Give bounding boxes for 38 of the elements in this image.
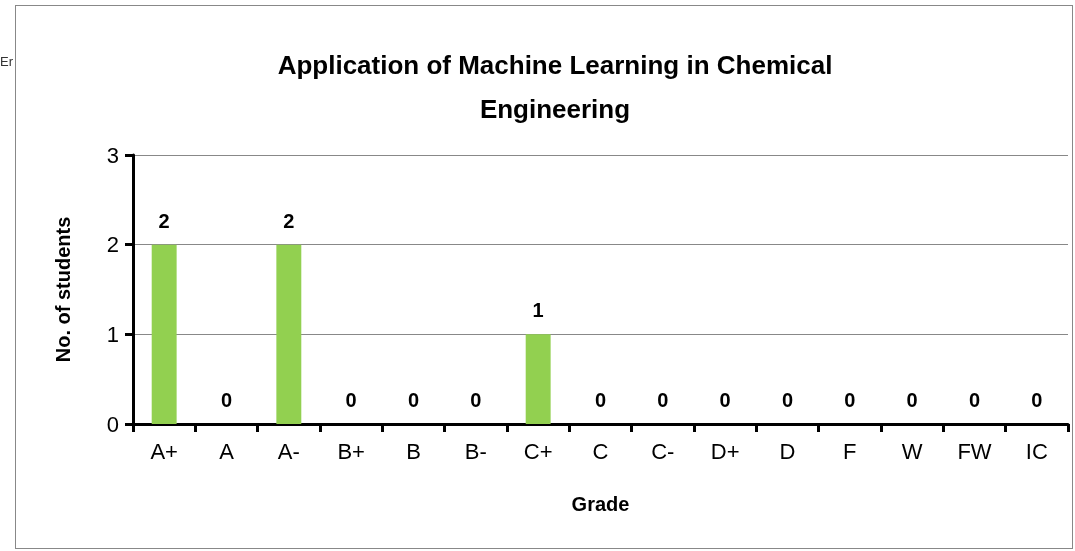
x-tick-label: C+ xyxy=(523,438,553,464)
data-label: 0 xyxy=(657,389,669,411)
x-tick-label: A- xyxy=(277,438,300,464)
data-label: 0 xyxy=(470,389,482,411)
x-tick-label: D+ xyxy=(710,438,740,464)
data-label: 0 xyxy=(781,389,794,411)
y-axis-title: No. of students xyxy=(52,216,74,363)
data-label: 0 xyxy=(220,389,233,411)
x-tick-label: B- xyxy=(464,438,487,464)
y-tick-label: 1 xyxy=(106,321,119,347)
x-tick-label: A+ xyxy=(150,438,178,464)
data-label: 0 xyxy=(844,389,856,411)
x-tick-label: W xyxy=(901,438,923,464)
y-tick-label: 3 xyxy=(106,142,119,168)
x-tick-label: A xyxy=(219,438,235,464)
x-tick-label: D xyxy=(779,438,796,464)
data-label: 2 xyxy=(283,209,295,232)
x-tick-label: C- xyxy=(651,438,675,464)
x-tick-label: B+ xyxy=(337,438,365,464)
chart-title: Application of Machine Learning in Chemical Engineering xyxy=(277,50,833,124)
data-label: 0 xyxy=(968,389,981,411)
data-label: 0 xyxy=(407,389,420,411)
x-tick-label: FW xyxy=(957,438,992,464)
data-label: 2 xyxy=(158,209,170,232)
x-axis-title: Grade xyxy=(571,493,630,515)
data-label: 0 xyxy=(345,389,357,411)
data-label: 1 xyxy=(532,299,544,322)
y-tick-label: 0 xyxy=(106,411,119,437)
x-tick-label: B xyxy=(406,438,421,464)
x-tick-label: C xyxy=(592,438,609,464)
data-label: 0 xyxy=(594,389,607,411)
data-label: 0 xyxy=(1031,389,1043,411)
data-label: 0 xyxy=(719,389,731,411)
x-tick-label: F xyxy=(843,438,857,464)
y-tick-label: 2 xyxy=(106,232,119,258)
data-label: 0 xyxy=(906,389,918,411)
text: Er xyxy=(0,54,14,69)
x-tick-label: IC xyxy=(1025,438,1048,464)
